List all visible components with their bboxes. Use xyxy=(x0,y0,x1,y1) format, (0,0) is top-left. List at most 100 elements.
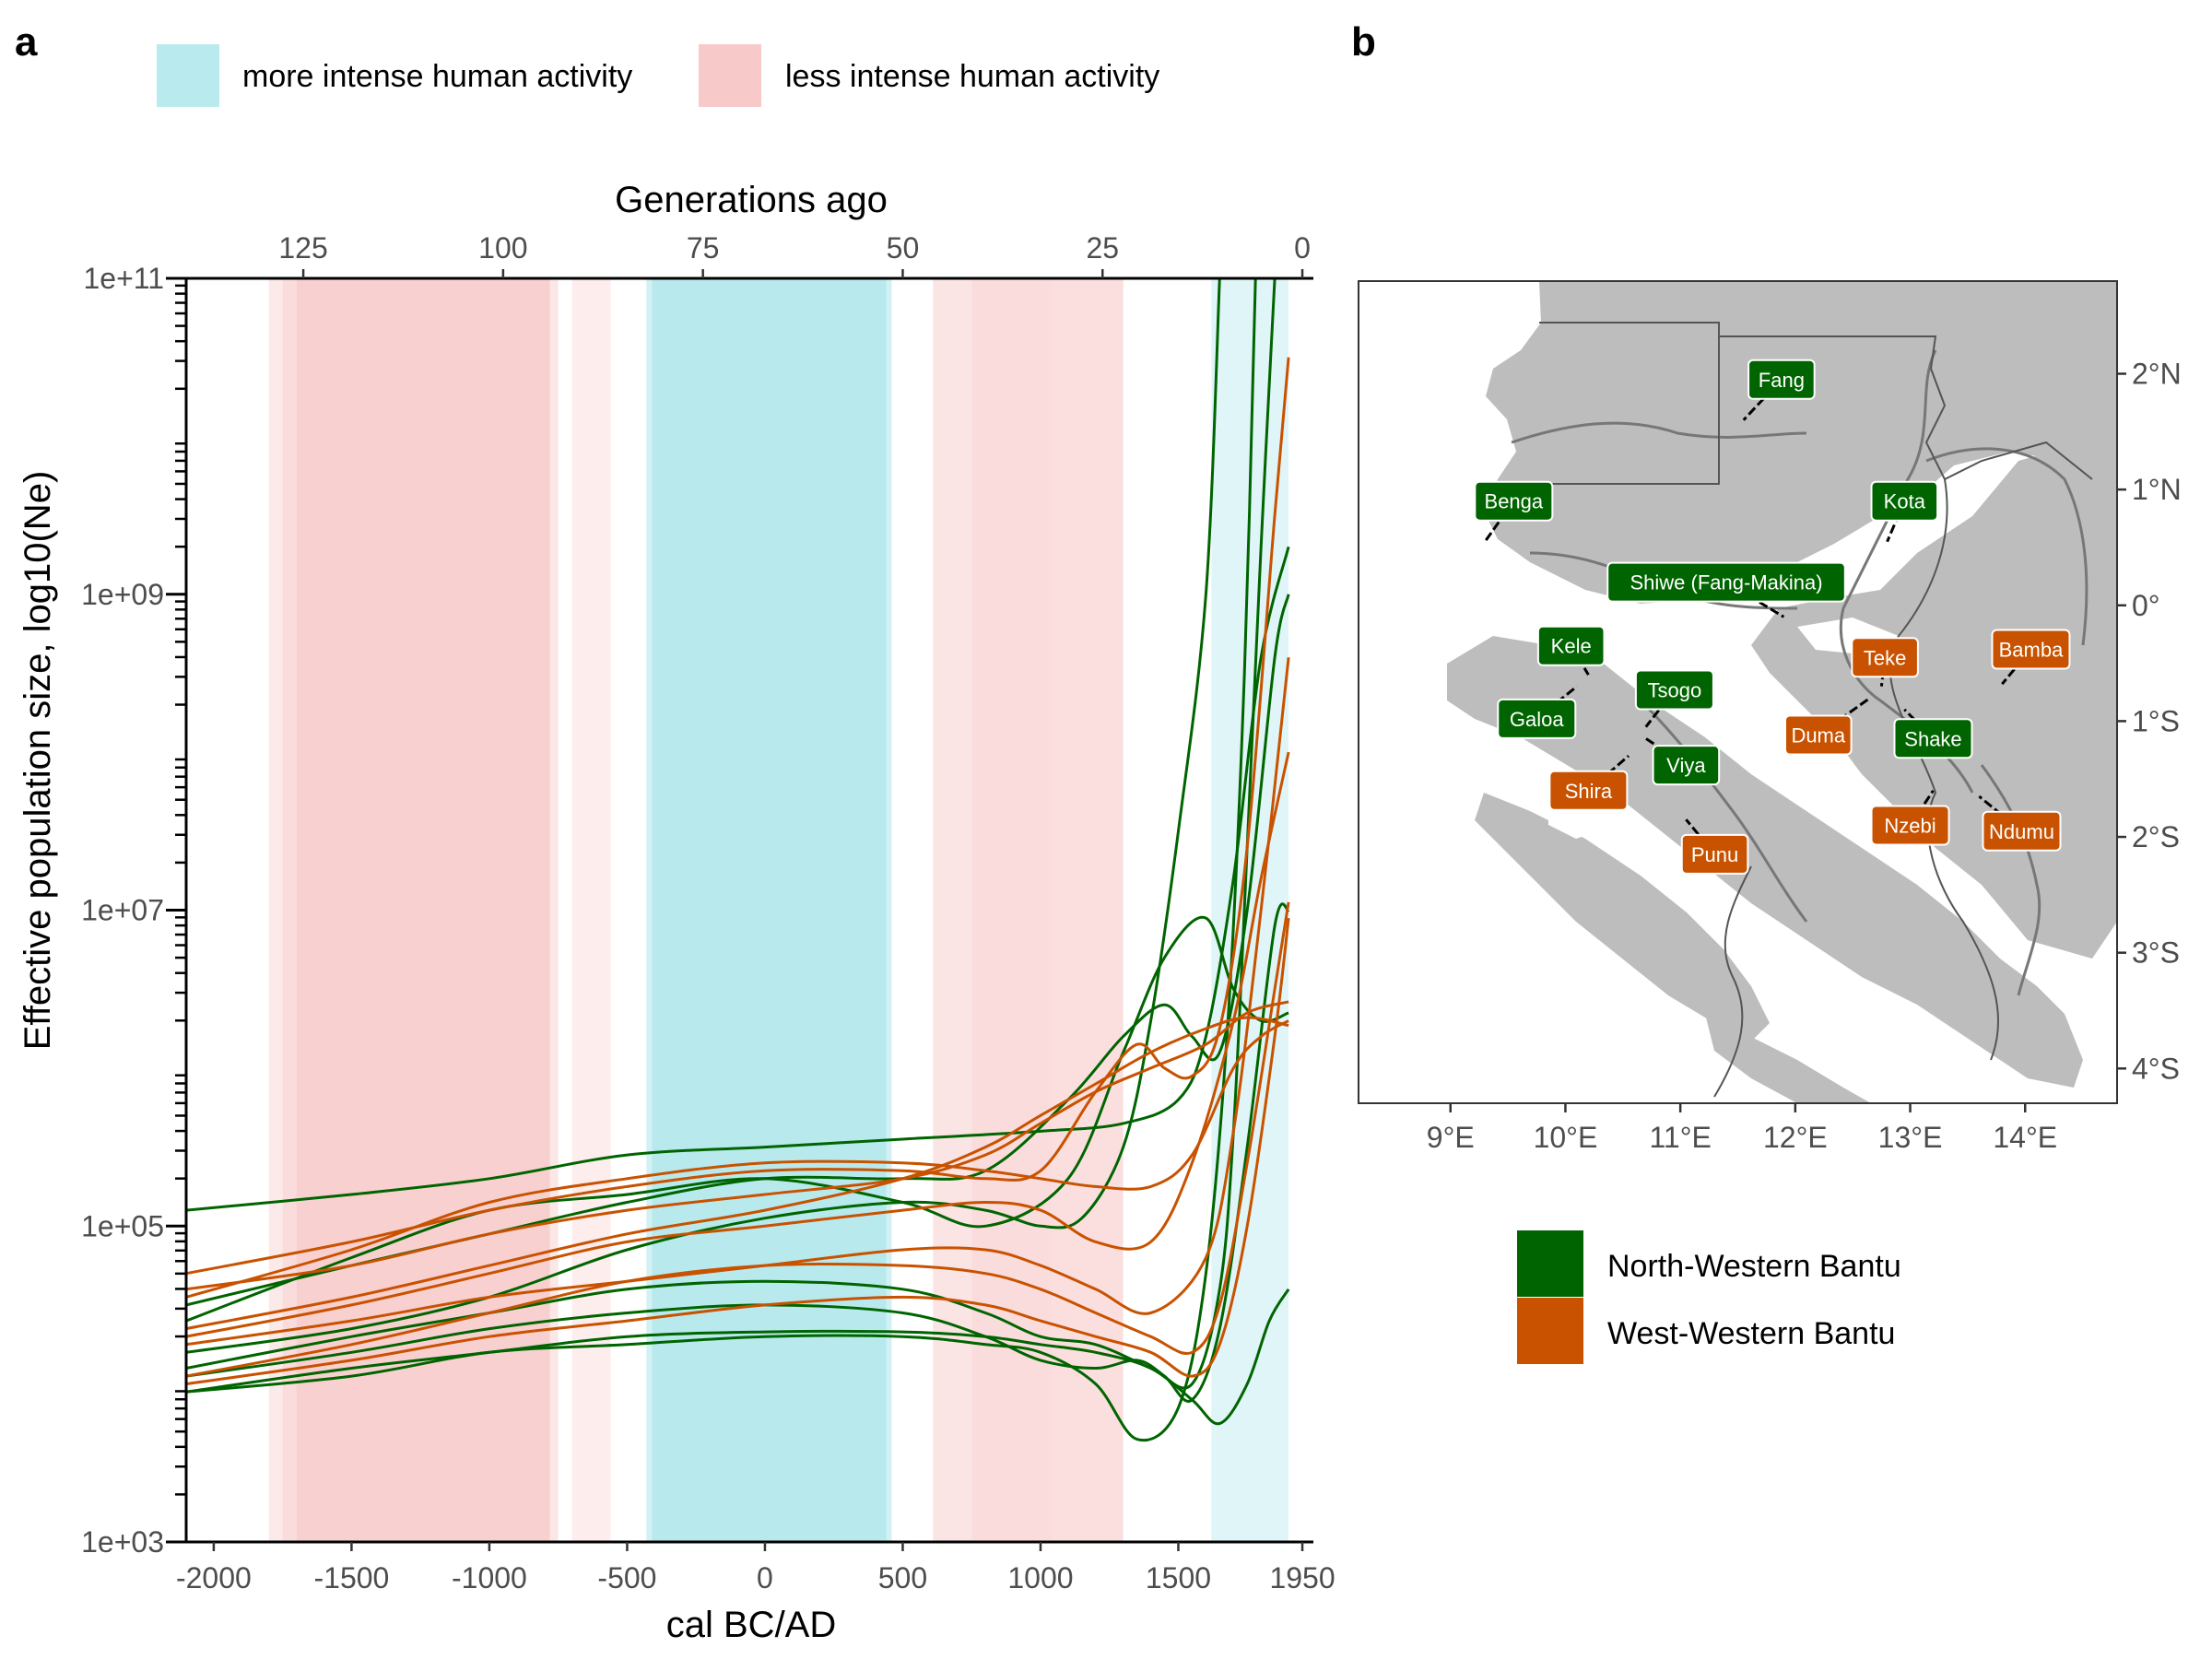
map-label-box xyxy=(1536,625,1606,666)
map-label-box xyxy=(1680,833,1749,875)
map-label-text: Fang xyxy=(1759,369,1805,392)
map-label-teke: Teke xyxy=(1851,637,1919,687)
band-less-2 xyxy=(296,278,550,1542)
map-label-box xyxy=(1870,480,1939,522)
map-label-bamba: Bamba xyxy=(1991,629,2071,686)
y-tick-label: 1e+07 xyxy=(81,894,164,927)
lon-tick-label: 13°E xyxy=(1878,1121,1943,1154)
panel-a-letter: a xyxy=(15,19,38,65)
x-tick-label: -500 xyxy=(597,1561,656,1594)
x-tick-label: 0 xyxy=(757,1561,773,1594)
map-label-kele: Kele xyxy=(1536,625,1606,676)
map-label-text: Shiwe (Fang-Makina) xyxy=(1630,571,1822,594)
map-label-box xyxy=(1783,714,1853,756)
lon-tick-label: 12°E xyxy=(1763,1121,1828,1154)
activity-bands xyxy=(268,278,1289,1542)
map-axes: 9°E 10°E 11°E 12°E 13°E 14°E 2°N 1°N 0° 1°S 2°S 3°S… xyxy=(1427,358,2182,1154)
legend-swatch-nwb xyxy=(1517,1230,1583,1297)
map-frame xyxy=(1358,280,2118,1104)
map-label-fang: Fang xyxy=(1742,359,1816,421)
y-tick-label: 1e+09 xyxy=(81,578,164,611)
band-less-0 xyxy=(268,278,283,1542)
map-label-tsogo: Tsogo xyxy=(1634,669,1714,728)
ne-line-nwb-4 xyxy=(186,277,1277,1390)
x-tick-label: 1000 xyxy=(1007,1561,1073,1594)
lat-tick-label: 2°S xyxy=(2132,820,2180,853)
x2-tick-label: 50 xyxy=(887,231,920,265)
map-label-ndumu: Ndumu xyxy=(1978,794,2062,852)
map-label-text: Teke xyxy=(1864,646,1906,669)
map-label-text: Tsogo xyxy=(1648,678,1702,701)
map-label-benga: Benga xyxy=(1474,480,1554,543)
savanna-2 xyxy=(1548,802,1604,839)
band-less-1 xyxy=(282,278,297,1542)
map-label-box xyxy=(1474,480,1554,522)
legend-swatch-more xyxy=(157,44,219,107)
map-label-shira: Shira xyxy=(1548,754,1630,811)
land-sw xyxy=(1475,793,1770,1041)
x2-tick-label: 75 xyxy=(687,231,720,265)
lon-tick-label: 14°E xyxy=(1993,1121,2057,1154)
lat-tick-label: 1°N xyxy=(2132,473,2182,506)
band-less-4 xyxy=(571,278,611,1542)
band-less-3 xyxy=(549,278,559,1542)
x2-tick-label: 100 xyxy=(478,231,527,265)
ne-line-wwb-14 xyxy=(186,901,1290,1378)
map-label-text: Galoa xyxy=(1510,708,1564,731)
ne-line-wwb-15 xyxy=(186,917,1290,1386)
map-label-box xyxy=(1982,810,2062,852)
map-area xyxy=(1359,281,2117,1103)
map-label-text: Punu xyxy=(1691,843,1738,866)
panel-b-letter: b xyxy=(1351,19,1376,65)
band-more-7 xyxy=(886,278,892,1542)
borders xyxy=(1484,322,2093,1098)
x2-tick-label: 125 xyxy=(278,231,327,265)
band-less-10 xyxy=(1051,278,1124,1542)
y-axis-title: Effective population size, log10(Ne) xyxy=(18,471,58,1051)
map-label-duma: Duma xyxy=(1783,697,1871,756)
map-label-text: Shira xyxy=(1565,780,1613,803)
land-far-south xyxy=(1705,1014,1871,1103)
legend-label-more: more intense human activity xyxy=(242,59,632,94)
map-label-box xyxy=(1991,629,2071,670)
legend-swatch-less xyxy=(699,44,761,107)
map-label-punu: Punu xyxy=(1680,818,1749,875)
legend-label-wwb: West-Western Bantu xyxy=(1607,1316,1895,1351)
x-tick-label: 500 xyxy=(878,1561,927,1594)
legend-groups: North-Western Bantu West-Western Bantu xyxy=(1517,1230,1901,1364)
x-axis-title: cal BC/AD xyxy=(666,1605,837,1645)
ne-line-wwb-8 xyxy=(186,357,1290,1276)
map-label-box xyxy=(1497,698,1577,739)
map-label-text: Nzebi xyxy=(1884,814,1936,837)
ne-line-nwb-7 xyxy=(186,1288,1290,1426)
map-labels: Fang Benga Kota Shiwe (Fang-Makina) Kele Tsog… xyxy=(1474,359,2071,875)
map-label-box xyxy=(1747,359,1816,400)
map-label-box xyxy=(1548,770,1629,811)
map-label-box xyxy=(1606,561,1846,603)
x-tick-label: -1000 xyxy=(452,1561,527,1594)
map-label-box xyxy=(1652,745,1721,786)
map-label-text: Duma xyxy=(1791,724,1845,747)
ne-line-wwb-9 xyxy=(186,1019,1289,1299)
rivers xyxy=(1511,349,2088,996)
map-label-shiwe-fang-makina-: Shiwe (Fang-Makina) xyxy=(1606,561,1846,618)
y-tick-label: 1e+03 xyxy=(81,1525,164,1559)
map-label-kota: Kota xyxy=(1870,480,1939,543)
map-label-text: Viya xyxy=(1666,754,1706,777)
map-label-box xyxy=(1893,718,1973,759)
lon-tick-label: 11°E xyxy=(1649,1121,1711,1154)
map-label-text: Benga xyxy=(1485,490,1544,513)
legend-label-nwb: North-Western Bantu xyxy=(1607,1249,1901,1284)
map-label-text: Ndumu xyxy=(1989,820,2054,843)
lat-tick-label: 4°S xyxy=(2132,1052,2180,1085)
y-tick-label: 1e+11 xyxy=(84,262,165,295)
map-label-box xyxy=(1851,637,1919,678)
lon-tick-label: 9°E xyxy=(1427,1121,1475,1154)
ne-line-wwb-13 xyxy=(186,657,1290,1347)
x-tick-label: -1500 xyxy=(313,1561,389,1594)
ne-line-wwb-11 xyxy=(186,1016,1289,1331)
map-label-shake: Shake xyxy=(1893,708,1973,759)
lat-tick-label: 2°N xyxy=(2132,358,2182,391)
